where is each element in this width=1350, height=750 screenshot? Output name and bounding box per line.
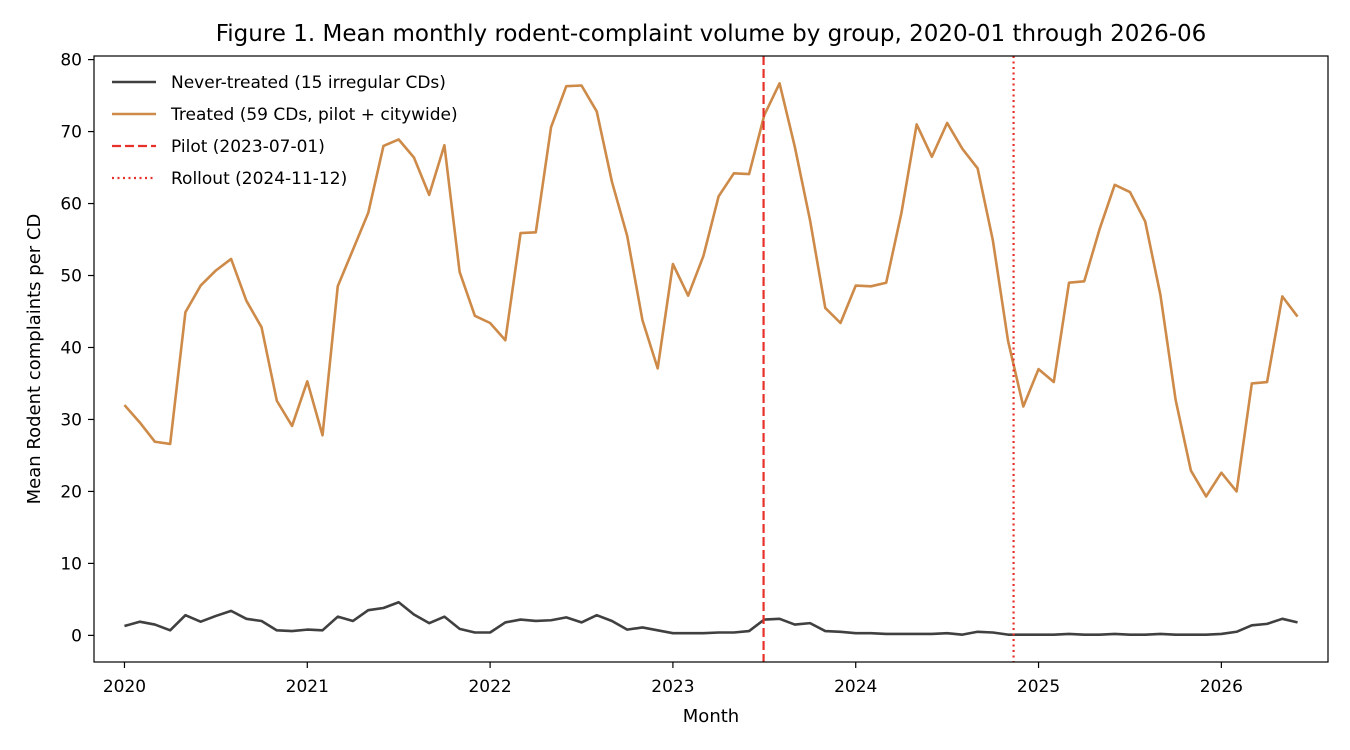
- y-tick-label: 20: [60, 482, 82, 502]
- x-axis: 2020 2021 2022 2023 2024 2025 2026: [103, 662, 1243, 697]
- y-tick-label: 60: [60, 195, 82, 215]
- y-tick-label: 0: [71, 626, 82, 646]
- legend-entry-1: Never-treated (15 irregular CDs): [171, 73, 446, 93]
- y-tick-label: 10: [60, 554, 82, 574]
- x-tick-label: 2024: [834, 677, 877, 697]
- y-tick-label: 80: [60, 51, 82, 71]
- legend: Never-treated (15 irregular CDs) Treated …: [112, 73, 458, 189]
- plot-frame: [93, 55, 1329, 663]
- y-tick-label: 30: [60, 410, 82, 430]
- legend-entry-3: Pilot (2023-07-01): [171, 137, 325, 157]
- x-tick-label: 2021: [286, 677, 329, 697]
- series-line-1: [124, 600, 1298, 636]
- x-tick-label: 2026: [1200, 677, 1243, 697]
- chart-title: Figure 1. Mean monthly rodent-complaint …: [216, 21, 1207, 47]
- plot-marks: [123, 56, 1299, 662]
- y-tick-label: 40: [60, 338, 82, 358]
- y-axis-label: Mean Rodent complaints per CD: [24, 214, 45, 505]
- y-axis: 0 10 20 30 40 50 60 70 80: [60, 51, 94, 646]
- x-tick-label: 2025: [1017, 677, 1060, 697]
- legend-entry-2: Treated (59 CDs, pilot + citywide): [170, 105, 458, 125]
- x-tick-label: 2020: [103, 677, 146, 697]
- series-line-2: [123, 82, 1299, 498]
- x-tick-label: 2022: [468, 677, 511, 697]
- y-tick-label: 50: [60, 267, 82, 287]
- x-axis-label: Month: [683, 706, 739, 727]
- y-tick-label: 70: [60, 123, 82, 143]
- x-tick-label: 2023: [651, 677, 694, 697]
- legend-entry-4: Rollout (2024-11-12): [171, 169, 347, 189]
